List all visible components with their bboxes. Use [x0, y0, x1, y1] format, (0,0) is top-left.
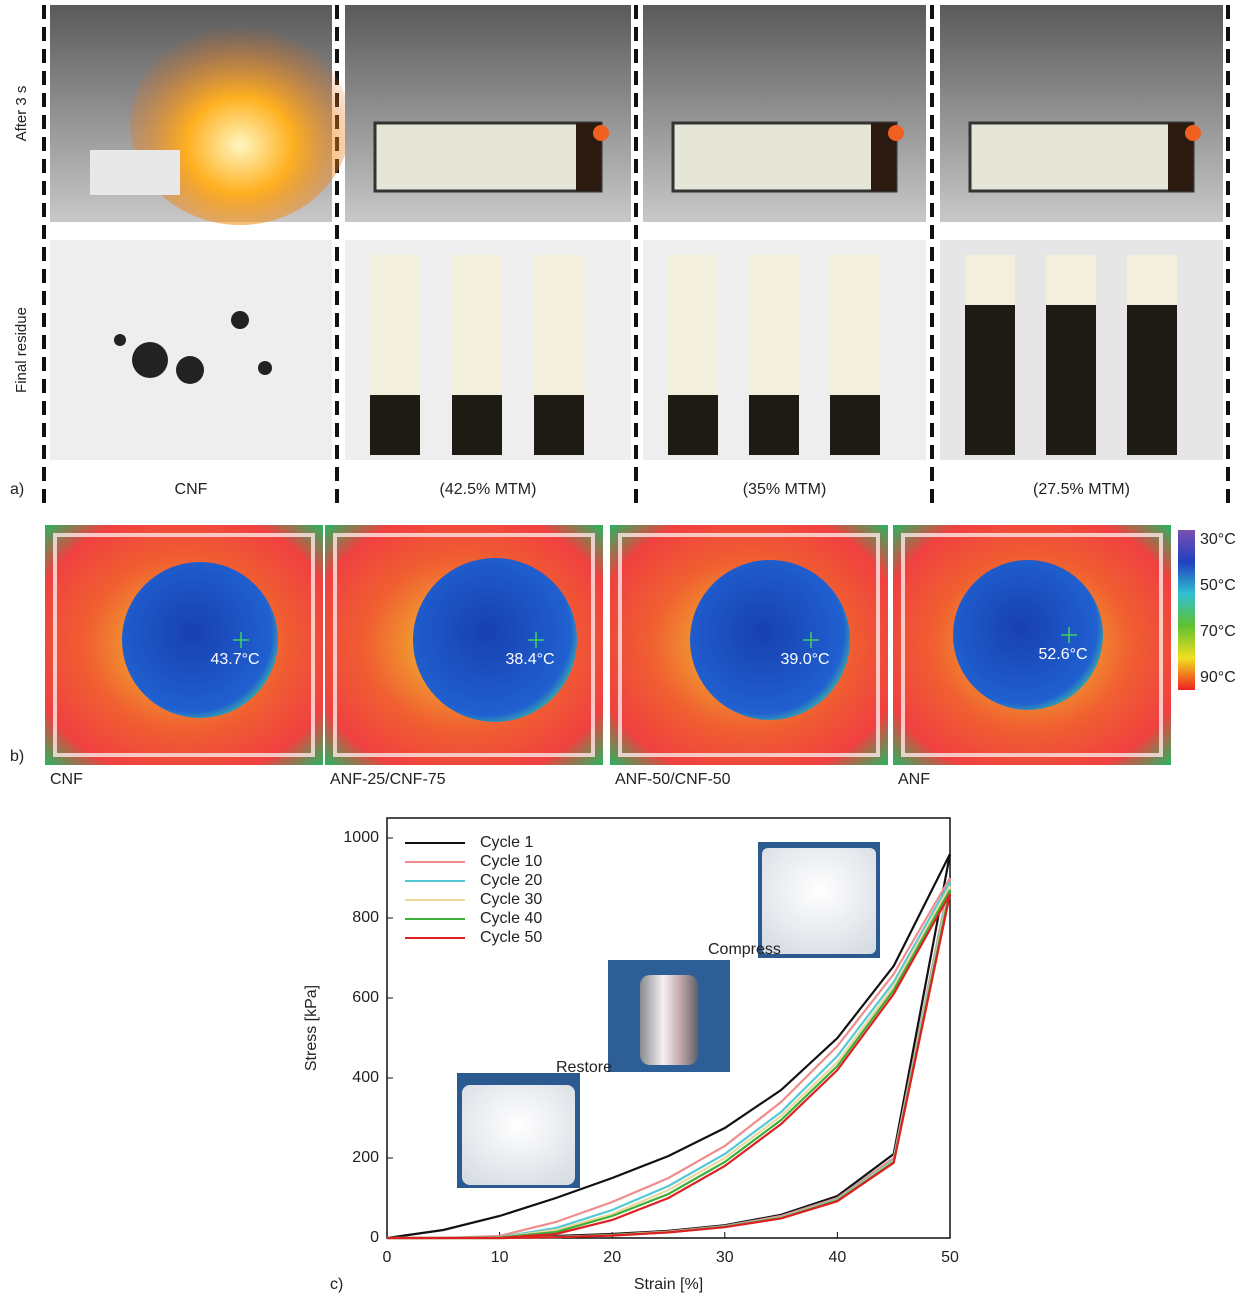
temperature: 52.6°C: [1038, 646, 1087, 663]
inset-weight: [640, 975, 698, 1065]
sample: [375, 123, 601, 191]
y-tick-label: 0: [370, 1229, 379, 1246]
x-tick-label: 10: [491, 1249, 509, 1266]
colorbar: [1178, 530, 1195, 690]
cold-spot: [953, 560, 1103, 710]
colorbar-label: 50°C: [1200, 577, 1236, 594]
image-label: ANF-25/CNF-75: [330, 771, 446, 788]
y-axis-label: Stress [kPa]: [303, 985, 320, 1071]
y-tick-label: 400: [352, 1069, 379, 1086]
row-label: After 3 s: [13, 86, 30, 142]
ember: [888, 125, 904, 141]
ember: [593, 125, 609, 141]
image-label: ANF: [898, 771, 930, 788]
cold-spot: [122, 562, 278, 718]
strip-char: [370, 395, 420, 455]
y-tick-label: 200: [352, 1149, 379, 1166]
legend-label: Cycle 30: [480, 891, 542, 908]
row-label: Final residue: [13, 307, 30, 393]
temperature: 38.4°C: [505, 651, 554, 668]
sample: [90, 150, 180, 195]
legend-label: Cycle 10: [480, 853, 542, 870]
legend-label: Cycle 50: [480, 929, 542, 946]
strip-char: [749, 395, 799, 455]
y-tick-label: 600: [352, 989, 379, 1006]
x-tick-label: 20: [603, 1249, 621, 1266]
residue: [132, 342, 168, 378]
residue: [176, 356, 204, 384]
strip-char: [534, 395, 584, 455]
image-label: ANF-50/CNF-50: [615, 771, 731, 788]
residue: [258, 361, 272, 375]
strip-char: [1127, 305, 1177, 455]
sample: [970, 123, 1193, 191]
column-label: (42.5% MTM): [440, 481, 537, 498]
column-label: CNF: [175, 481, 208, 498]
annotation: Compress: [708, 941, 781, 958]
inset-foam: [462, 1085, 575, 1185]
y-tick-label: 800: [352, 909, 379, 926]
residue: [231, 311, 249, 329]
inset-foam: [762, 848, 876, 954]
column-label: (27.5% MTM): [1033, 481, 1130, 498]
colorbar-label: 30°C: [1200, 531, 1236, 548]
panel-label: a): [10, 481, 24, 498]
temperature: 39.0°C: [780, 651, 829, 668]
ember: [1185, 125, 1201, 141]
x-tick-label: 50: [941, 1249, 959, 1266]
colorbar-label: 90°C: [1200, 669, 1236, 686]
column-label: (35% MTM): [743, 481, 827, 498]
colorbar-label: 70°C: [1200, 623, 1236, 640]
legend-label: Cycle 40: [480, 910, 542, 927]
image-label: CNF: [50, 771, 83, 788]
panel-label: c): [330, 1276, 343, 1293]
x-tick-label: 40: [829, 1249, 847, 1266]
panel-label: b): [10, 748, 24, 765]
figure: After 3 s Final residue CNF (42.5% MTM) (35%…: [0, 0, 1254, 1298]
annotation: Restore: [556, 1059, 612, 1076]
strip-char: [452, 395, 502, 455]
y-tick-label: 1000: [343, 829, 379, 846]
cold-spot: [413, 558, 577, 722]
residue: [114, 334, 126, 346]
cold-spot: [690, 560, 850, 720]
photo: [50, 240, 332, 460]
x-tick-label: 30: [716, 1249, 734, 1266]
sample: [673, 123, 896, 191]
x-axis-label: Strain [%]: [634, 1276, 703, 1293]
legend-label: Cycle 1: [480, 834, 533, 851]
strip-char: [1046, 305, 1096, 455]
temperature: 43.7°C: [210, 651, 259, 668]
x-tick-label: 0: [383, 1249, 392, 1266]
strip-char: [965, 305, 1015, 455]
strip-char: [668, 395, 718, 455]
legend-label: Cycle 20: [480, 872, 542, 889]
strip-char: [830, 395, 880, 455]
